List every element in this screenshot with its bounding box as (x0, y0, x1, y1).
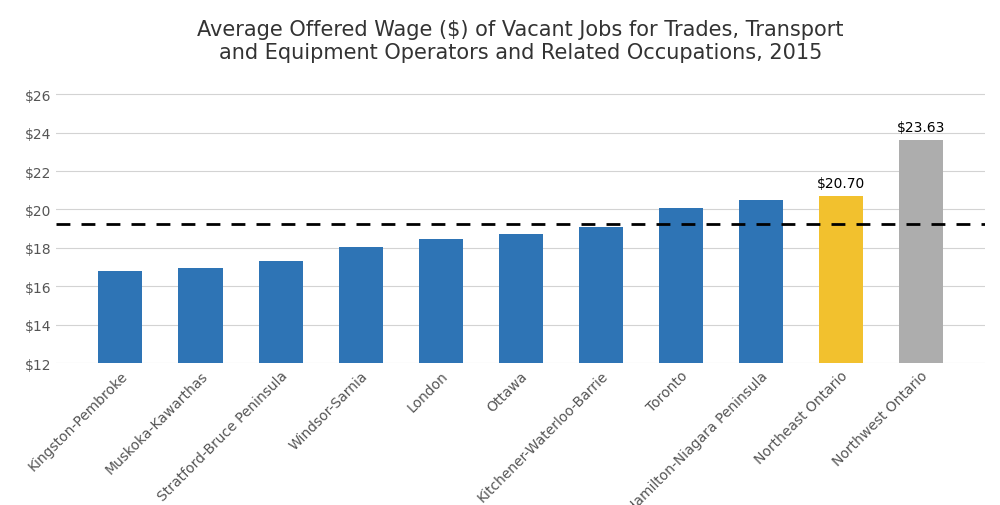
Bar (419, 240, 463, 505)
Bar (259, 262, 303, 505)
Bar (739, 200, 783, 505)
Legend: Ontario Average: Ontario Average (435, 504, 606, 505)
Bar (499, 234, 543, 505)
Bar (579, 227, 623, 505)
Bar (659, 208, 703, 505)
Bar (98, 272, 142, 505)
Bar (819, 196, 863, 505)
Bar (178, 269, 223, 505)
Text: $20.70: $20.70 (817, 177, 865, 191)
Bar (899, 140, 943, 505)
Text: $23.63: $23.63 (897, 121, 945, 135)
Bar (339, 247, 383, 505)
Title: Average Offered Wage ($) of Vacant Jobs for Trades, Transport
and Equipment Oper: Average Offered Wage ($) of Vacant Jobs … (197, 20, 844, 63)
